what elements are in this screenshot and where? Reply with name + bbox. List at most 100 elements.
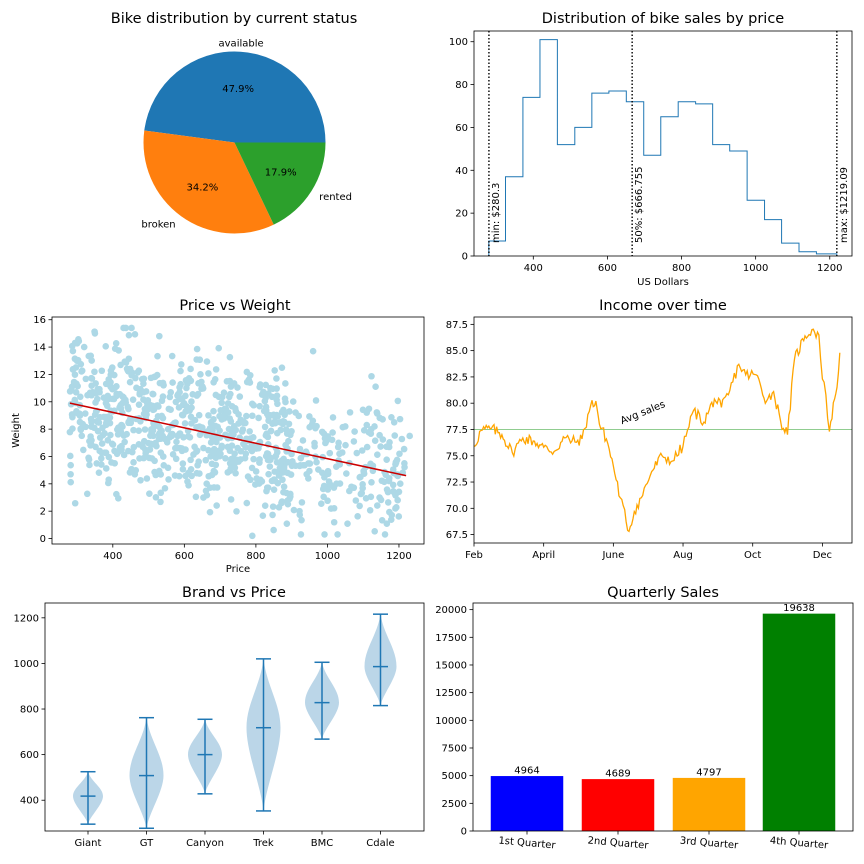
scatter-point [177, 367, 184, 375]
scatter-point [383, 520, 391, 528]
chart-title: Distribution of bike sales by price [542, 11, 785, 27]
scatter-point [356, 502, 363, 510]
scatter-point [157, 489, 165, 497]
y-tick-label: 400 [20, 796, 39, 807]
scatter-point [156, 332, 163, 340]
scatter-point [217, 450, 224, 458]
scatter-point [88, 436, 95, 444]
scatter-point [243, 499, 251, 507]
scatter-point [275, 504, 283, 511]
scatter-point [273, 385, 280, 392]
scatter-point [305, 460, 312, 467]
scatter-point [346, 409, 354, 416]
x-tick-label: 4th Quarter [769, 835, 829, 851]
scatter-point [157, 498, 164, 506]
scatter-point [320, 493, 327, 501]
scatter-point [381, 531, 389, 538]
scatter-point [351, 428, 358, 435]
scatter-point [321, 531, 328, 538]
scatter-point [225, 393, 233, 401]
bar-value-label: 4797 [696, 767, 721, 778]
scatter-point [391, 432, 399, 439]
scatter-point [329, 414, 337, 421]
scatter-point [99, 424, 106, 432]
scatter-point [298, 499, 306, 506]
scatter-point [384, 499, 392, 506]
scatter-point [271, 468, 279, 475]
scatter-point [113, 450, 121, 458]
y-tick-label: 2 [40, 507, 46, 518]
scatter-point [271, 367, 278, 374]
scatter-point [178, 447, 186, 455]
scatter-point [218, 442, 226, 450]
scatter-point [296, 507, 303, 515]
scatter-point [264, 484, 272, 491]
scatter-point [67, 470, 74, 478]
scatter-point [236, 393, 244, 400]
scatter-point [149, 427, 157, 434]
scatter-point [371, 528, 379, 535]
scatter-point [259, 512, 267, 519]
scatter-point [400, 445, 408, 453]
y-tick-label: 72.5 [446, 478, 468, 489]
x-tick-label: 3rd Quarter [679, 835, 739, 851]
axes-frame [51, 316, 425, 545]
scatter-point [368, 479, 375, 486]
scatter-point [376, 494, 383, 501]
y-tick-label: 0 [461, 827, 467, 838]
pie-slice-rented [234, 142, 326, 225]
scatter-point [209, 427, 216, 434]
x-tick-label: 400 [103, 551, 122, 562]
scatter-point [398, 435, 406, 443]
scatter-point [406, 432, 413, 440]
scatter-point [246, 428, 253, 435]
x-tick-label: 1000 [743, 263, 768, 274]
quarterly-sales-chart: Quarterly Sales 4964 4689 4797 19638 0 2500 500… [435, 585, 854, 852]
y-tick-label: 12 [33, 370, 46, 381]
scatter-point [379, 436, 387, 443]
x-tick-label: BMC [311, 838, 333, 849]
scatter-point [134, 369, 141, 376]
scatter-point [104, 437, 112, 444]
scatter-point [264, 456, 272, 464]
scatter-point [149, 390, 157, 398]
y-tick-label: 1200 [14, 613, 39, 624]
scatter-point [116, 404, 123, 411]
scatter-point [367, 426, 375, 433]
stat-vline-label: min: $280.3 [491, 183, 502, 243]
scatter-point [102, 465, 110, 472]
scatter-point [113, 490, 120, 498]
scatter-point [235, 411, 242, 418]
scatter-point [163, 439, 171, 446]
y-tick-label: 14 [33, 343, 46, 354]
y-tick-label: 15000 [435, 660, 467, 671]
scatter-point [205, 412, 212, 419]
scatter-point [189, 390, 197, 398]
scatter-point [214, 423, 222, 431]
scatter-point [88, 417, 95, 425]
scatter-point [366, 507, 374, 514]
scatter-point [181, 420, 189, 427]
scatter-point [363, 421, 371, 429]
scatter-point [140, 437, 148, 445]
scatter-point [82, 375, 90, 383]
pie-chart: Bike distribution by current status avail… [111, 11, 357, 234]
scatter-point [168, 430, 175, 438]
scatter-point [344, 520, 351, 527]
price-weight-scatter: Price vs Weight 0 2 4 6 8 10 12 14 16 400 600 800 100… [11, 298, 425, 575]
scatter-point [373, 502, 381, 509]
pie-label: rented [319, 192, 352, 203]
scatter-point [330, 518, 338, 526]
scatter-point [233, 508, 240, 515]
scatter-point [146, 490, 153, 497]
scatter-point [352, 497, 360, 504]
scatter-point [266, 463, 274, 470]
scatter-point [342, 423, 349, 430]
scatter-point [396, 480, 404, 487]
scatter-point [326, 449, 334, 457]
scatter-point [85, 456, 93, 463]
scatter-point [280, 488, 287, 496]
scatter-point [210, 484, 218, 491]
income-series-line [473, 328, 841, 533]
scatter-point [330, 504, 338, 512]
